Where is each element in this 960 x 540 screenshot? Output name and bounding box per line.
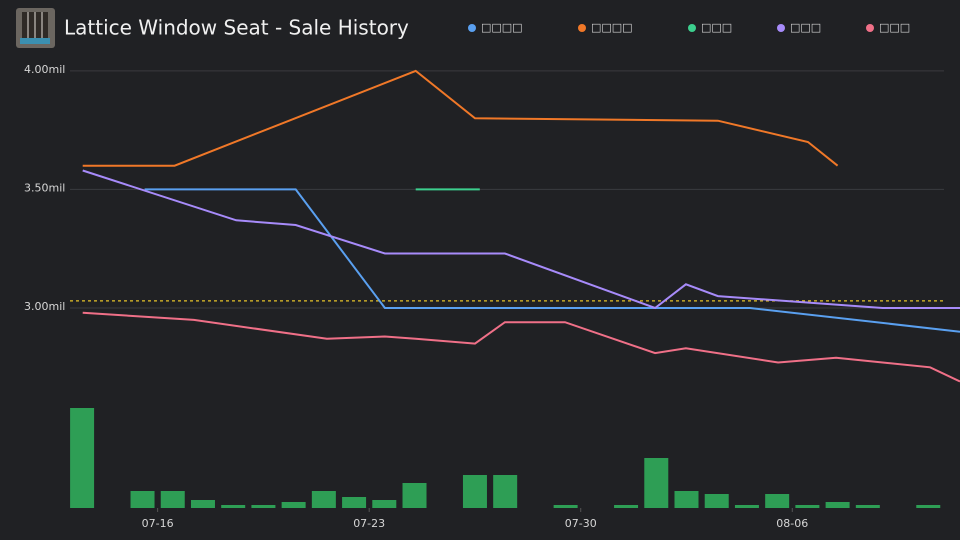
volume-bar xyxy=(553,505,578,508)
volume-bar xyxy=(855,505,880,508)
price-line xyxy=(82,169,960,310)
legend-marker xyxy=(866,24,874,32)
item-icon xyxy=(16,8,55,48)
volume-bar xyxy=(402,483,427,508)
legend-label: □□□ xyxy=(701,21,732,34)
volume-bar xyxy=(372,500,397,508)
volume-bar xyxy=(221,505,246,508)
legend-label: □□□□ xyxy=(481,21,523,34)
volume-bar xyxy=(614,505,639,508)
x-tick-label: 07-23 xyxy=(353,517,385,530)
x-tick-label: 07-30 xyxy=(565,517,597,530)
legend-label: □□□ xyxy=(790,21,821,34)
volume-bar xyxy=(342,497,367,508)
legend-marker xyxy=(777,24,785,32)
volume-bar xyxy=(462,475,487,508)
volume-bar xyxy=(160,491,185,508)
volume-bar xyxy=(281,502,306,508)
y-tick-label: 3.00mil xyxy=(24,300,65,313)
price-line xyxy=(82,69,839,167)
volume-bar xyxy=(704,494,729,508)
x-tick-label: 07-16 xyxy=(142,517,174,530)
price-line xyxy=(144,188,960,333)
y-tick-label: 4.00mil xyxy=(24,63,65,76)
volume-bar xyxy=(825,502,850,508)
volume-bar xyxy=(644,458,669,508)
price-line xyxy=(82,311,960,383)
volume-bar xyxy=(130,491,155,508)
volume-bar xyxy=(311,491,336,508)
volume-bar xyxy=(734,505,759,508)
legend-label: □□□ xyxy=(879,21,910,34)
volume-bar xyxy=(493,475,518,508)
legend-marker xyxy=(578,24,586,32)
volume-bar xyxy=(190,500,215,508)
legend-label: □□□□ xyxy=(591,21,633,34)
y-tick-label: 3.50mil xyxy=(24,181,65,194)
legend-marker xyxy=(468,24,476,32)
volume-bar xyxy=(795,505,820,508)
volume-bar xyxy=(674,491,699,508)
volume-bar xyxy=(70,408,95,508)
volume-bar xyxy=(765,494,790,508)
chart-title: Lattice Window Seat - Sale History xyxy=(64,16,409,40)
volume-bar xyxy=(251,505,276,508)
volume-bar xyxy=(916,505,941,508)
legend-marker xyxy=(688,24,696,32)
x-tick-label: 08-06 xyxy=(776,517,808,530)
